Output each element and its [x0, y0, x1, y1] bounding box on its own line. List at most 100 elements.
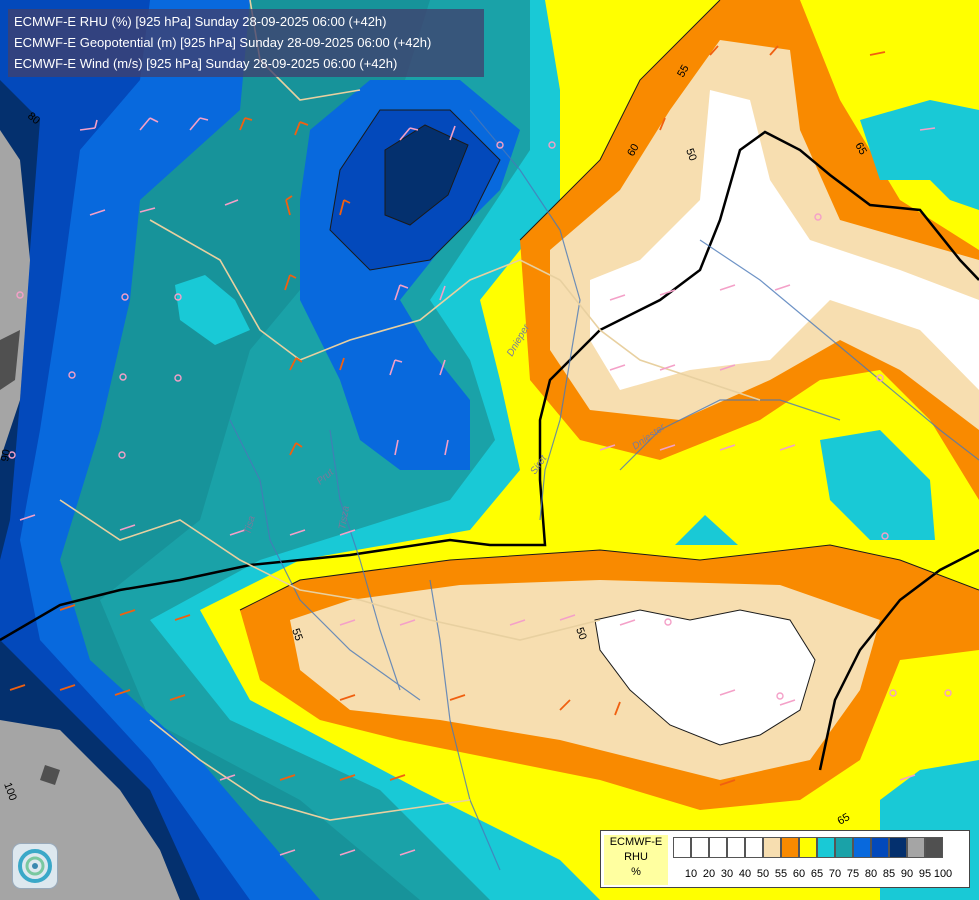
- contour-label: 50: [683, 147, 698, 163]
- title-wind: ECMWF-E Wind (m/s) [925 hPa] Sunday 28-0…: [14, 56, 398, 71]
- wind-barb: [139, 207, 156, 213]
- legend-swatch: [889, 837, 907, 858]
- wind-barb: [399, 849, 416, 856]
- calm-circle: [68, 371, 76, 379]
- ecmwf-logo: [12, 843, 58, 889]
- contour-label: 55: [675, 63, 692, 80]
- legend-tick-label: 90: [900, 868, 914, 880]
- wind-barb: [189, 117, 209, 131]
- rhu-navy-patch: [385, 125, 468, 225]
- wind-barb: [289, 529, 306, 536]
- wind-barb: [719, 689, 736, 696]
- legend-swatch: [907, 837, 925, 858]
- wind-barb: [659, 444, 676, 451]
- wind-barb: [779, 444, 796, 451]
- wind-barb: [899, 774, 916, 781]
- calm-circle: [664, 618, 672, 626]
- rhu-cyan-patch-ne: [860, 100, 979, 210]
- wind-barb: [339, 619, 356, 626]
- country-border: [149, 219, 561, 361]
- wind-barb: [389, 359, 403, 376]
- contour-label: 55: [289, 627, 304, 643]
- calm-circle: [876, 374, 884, 382]
- country-border: [559, 279, 761, 401]
- wind-barb: [509, 619, 526, 626]
- rhu-band-blue: [0, 0, 320, 900]
- geopotential-contours: [0, 130, 979, 771]
- wind-barb: [774, 284, 791, 291]
- wind-barb: [239, 117, 253, 131]
- wind-barb: [659, 364, 676, 371]
- wind-barb: [119, 524, 136, 531]
- contour-label: 50: [573, 626, 588, 642]
- river: [329, 429, 401, 691]
- legend-tick-label: 100: [933, 868, 953, 880]
- rhu-band-navy: [0, 80, 200, 900]
- calm-circle: [118, 451, 126, 459]
- river-label: Tisa: [242, 514, 258, 535]
- wind-barb: [339, 357, 345, 371]
- wind-barb: [389, 774, 406, 781]
- calm-circle: [119, 373, 127, 381]
- wind-barb: [339, 849, 356, 856]
- legend-tick-label: 40: [738, 868, 752, 880]
- river: [429, 579, 501, 871]
- legend-tick-label: 10: [684, 868, 698, 880]
- river: [229, 419, 421, 701]
- legend-tick-label: 70: [828, 868, 842, 880]
- calm-circle: [944, 689, 952, 697]
- legend-tick-label: 60: [792, 868, 806, 880]
- wind-barb: [559, 699, 571, 711]
- rhu-isoline: [594, 609, 816, 746]
- map-title-box: ECMWF-E RHU (%) [925 hPa] Sunday 28-09-2…: [8, 9, 484, 77]
- wind-barbs-strong: [9, 45, 886, 786]
- legend-ticks: 10 20 30 40 50 55 60 65 70 75 80 85 90 95 100: [673, 868, 973, 884]
- calm-circle: [776, 692, 784, 700]
- legend-variable: RHU: [624, 851, 648, 863]
- rhu-isoline: [384, 124, 469, 226]
- wind-barb: [444, 439, 449, 456]
- wind-barb: [619, 619, 636, 626]
- contour-label: 65: [852, 141, 869, 158]
- contour-label: 60: [625, 142, 642, 159]
- wind-barb: [609, 294, 626, 301]
- rhu-band-darkblue: [0, 0, 250, 900]
- river: [469, 109, 581, 521]
- wind-barb: [289, 442, 303, 456]
- wind-barb: [279, 849, 296, 856]
- wind-barb: [719, 779, 736, 786]
- rhu-band-darkgray: [0, 330, 60, 785]
- wind-barb: [394, 284, 409, 301]
- wind-barb: [719, 284, 736, 291]
- wind-barb: [779, 699, 796, 706]
- rivers: [229, 109, 979, 871]
- wind-barb: [89, 209, 106, 216]
- wind-barb: [719, 444, 736, 451]
- calm-circle: [174, 374, 182, 382]
- legend-tick-label: 80: [864, 868, 878, 880]
- legend-tick-label: 55: [774, 868, 788, 880]
- calm-circle: [16, 291, 24, 299]
- wind-barb: [449, 694, 466, 701]
- rhu-cyan-patch-small: [675, 515, 738, 545]
- wind-barb: [709, 45, 719, 56]
- river-label: Tisza: [337, 505, 352, 531]
- calm-markers: [8, 141, 952, 700]
- river: [619, 399, 841, 471]
- wind-barbs: [19, 117, 936, 856]
- wind-barb: [659, 117, 666, 131]
- rhu-isoline: [239, 544, 979, 611]
- calm-circle: [174, 293, 182, 301]
- legend-model: ECMWF-E: [609, 836, 663, 848]
- wind-barb: [284, 274, 297, 291]
- wind-barb: [659, 289, 676, 296]
- wind-barb: [769, 45, 779, 56]
- contour-label: 65: [836, 811, 853, 828]
- legend-swatch: [871, 837, 889, 858]
- geopotential-contour: [0, 130, 979, 642]
- wind-barb: [224, 199, 239, 206]
- wind-barb: [119, 609, 136, 616]
- wind-barb: [285, 195, 293, 216]
- wind-barb: [79, 119, 98, 131]
